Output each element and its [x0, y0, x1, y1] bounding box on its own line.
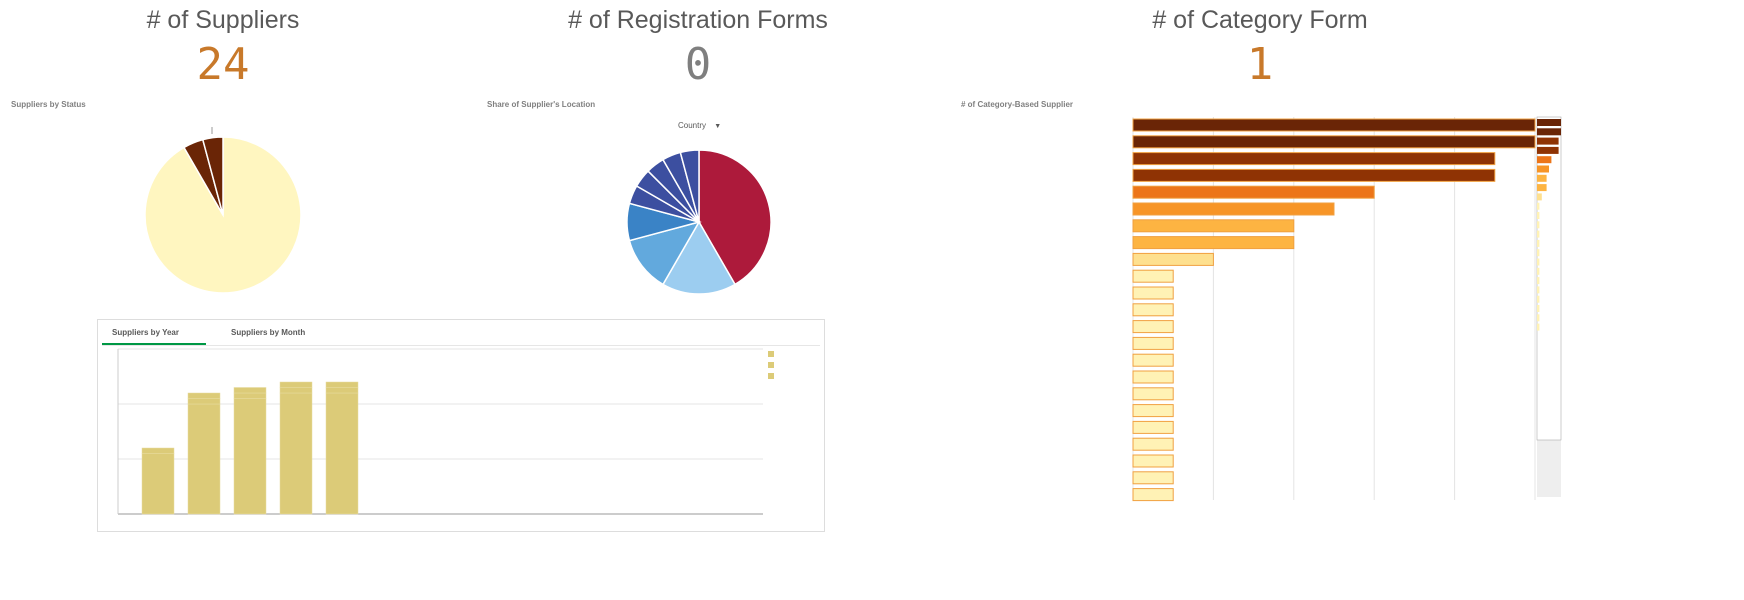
scrollbar-preview-bar — [1537, 212, 1540, 219]
category-bar — [1132, 152, 1496, 166]
scrollbar-preview-bar — [1537, 165, 1549, 173]
category-bar — [1132, 387, 1174, 401]
scrollbar-preview-bar — [1537, 221, 1540, 229]
legend-swatch — [768, 362, 774, 368]
scrollbar-preview-bar — [1537, 258, 1540, 266]
location-pie-chart[interactable] — [560, 130, 840, 310]
category-bar — [1132, 135, 1536, 149]
bar-segment — [187, 403, 221, 515]
bar-segment — [279, 392, 313, 515]
status-chart-title: Suppliers by Status — [11, 100, 86, 109]
active-tab-indicator — [102, 343, 206, 345]
category-bar — [1132, 471, 1174, 485]
tab-suppliers-by-month[interactable]: Suppliers by Month — [231, 328, 306, 337]
suppliers-by-year-panel: Suppliers by Year Suppliers by Month — [97, 319, 825, 532]
pie-slice — [698, 149, 772, 286]
scrollbar-preview-bar — [1537, 277, 1540, 285]
category-bar — [1132, 437, 1174, 451]
status-pie-chart[interactable] — [100, 110, 350, 310]
category-bar-chart[interactable] — [960, 112, 1570, 532]
scrollbar-preview-bar — [1537, 314, 1540, 322]
scrollbar-preview-bar — [1537, 305, 1540, 312]
scrollbar-preview-bar — [1537, 249, 1540, 257]
country-dimension-dropdown[interactable]: Country ▼ — [678, 121, 721, 130]
dropdown-label: Country — [678, 121, 707, 130]
scrollbar-preview-bar — [1537, 239, 1540, 247]
category-bar — [1132, 404, 1174, 418]
kpi-title: # of Category Form — [1152, 6, 1368, 34]
kpi-title: # of Registration Forms — [568, 6, 828, 34]
category-bar — [1132, 420, 1174, 434]
legend-swatch — [768, 351, 774, 357]
category-bar — [1132, 202, 1335, 216]
scrollbar-preview-bar — [1537, 286, 1540, 294]
tab-divider — [102, 345, 820, 346]
bar-segment — [141, 447, 175, 454]
kpi-category-form: # of Category Form 1 — [1060, 6, 1460, 90]
scrollbar-preview-bar — [1537, 202, 1540, 210]
pie-slice — [679, 149, 700, 223]
category-bar — [1132, 454, 1174, 468]
category-bar — [1132, 236, 1295, 250]
location-chart-title: Share of Supplier's Location — [487, 100, 596, 109]
bar-segment — [325, 381, 359, 388]
pie-slice — [661, 220, 737, 295]
bar-segment — [141, 453, 175, 515]
bar-segment — [233, 387, 267, 394]
scrollbar-thumb[interactable] — [1536, 116, 1562, 441]
scrollbar-preview-bar — [1537, 323, 1540, 331]
category-bar — [1132, 320, 1174, 334]
kpi-registration-forms: # of Registration Forms 0 — [498, 6, 898, 90]
bar-segment — [325, 392, 359, 515]
bar-segment — [187, 392, 221, 399]
caret-down-icon: ▼ — [714, 123, 722, 130]
category-bar — [1132, 370, 1174, 384]
scrollbar-preview-bar — [1537, 184, 1547, 192]
scrollbar-preview-bar — [1537, 267, 1540, 275]
scrollbar-preview-bar — [1537, 193, 1542, 201]
category-bar — [1132, 336, 1174, 350]
scrollbar-preview-bar — [1537, 295, 1540, 303]
category-bar — [1132, 118, 1536, 132]
scrollbar-preview-bar — [1537, 156, 1552, 164]
category-bar — [1132, 252, 1214, 266]
bar-segment — [233, 398, 267, 515]
kpi-value: 24 — [196, 39, 250, 90]
scrollbar-preview-bar — [1537, 119, 1561, 126]
category-bar — [1132, 269, 1174, 283]
kpi-value: 1 — [1246, 39, 1274, 90]
bar-segment — [279, 381, 313, 388]
category-bar — [1132, 353, 1174, 367]
category-bar — [1132, 488, 1174, 502]
kpi-value: 0 — [684, 39, 712, 90]
category-bar — [1132, 185, 1375, 199]
category-bar — [1132, 303, 1174, 317]
pie-slice — [201, 136, 224, 216]
suppliers-by-year-chart[interactable] — [98, 346, 824, 531]
bar-segment — [233, 392, 267, 399]
scrollbar-preview-bar — [1537, 137, 1559, 145]
scrollbar-preview-bar — [1537, 128, 1561, 136]
tab-suppliers-by-year[interactable]: Suppliers by Year — [112, 328, 179, 337]
category-bar — [1132, 286, 1174, 300]
scrollbar-preview-bar — [1537, 174, 1547, 182]
scrollbar-preview-bar — [1537, 230, 1540, 238]
bar-segment — [279, 387, 313, 394]
bar-segment — [187, 398, 221, 405]
scrollbar-preview-bar — [1537, 146, 1559, 154]
category-bar — [1132, 168, 1496, 182]
kpi-title: # of Suppliers — [146, 6, 300, 34]
legend-swatch — [768, 373, 774, 379]
kpi-suppliers: # of Suppliers 24 — [23, 6, 423, 90]
category-bar — [1132, 219, 1295, 233]
category-chart-title: # of Category-Based Supplier — [961, 100, 1074, 109]
bar-segment — [325, 387, 359, 394]
